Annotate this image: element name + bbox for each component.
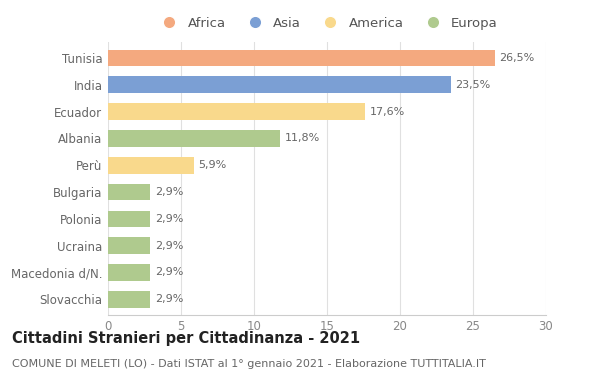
Text: 23,5%: 23,5%	[455, 80, 491, 90]
Text: COMUNE DI MELETI (LO) - Dati ISTAT al 1° gennaio 2021 - Elaborazione TUTTITALIA.: COMUNE DI MELETI (LO) - Dati ISTAT al 1°…	[12, 359, 486, 369]
Text: 17,6%: 17,6%	[370, 106, 404, 117]
Bar	[108, 157, 194, 174]
Text: 2,9%: 2,9%	[155, 241, 183, 251]
Bar	[108, 76, 451, 93]
Text: 2,9%: 2,9%	[155, 214, 183, 224]
Text: 5,9%: 5,9%	[199, 160, 227, 170]
Text: 2,9%: 2,9%	[155, 268, 183, 277]
Bar	[108, 211, 151, 227]
Bar	[108, 49, 495, 66]
Bar	[108, 238, 151, 254]
Text: 2,9%: 2,9%	[155, 187, 183, 197]
Text: Cittadini Stranieri per Cittadinanza - 2021: Cittadini Stranieri per Cittadinanza - 2…	[12, 331, 360, 345]
Bar	[108, 291, 151, 308]
Text: 2,9%: 2,9%	[155, 294, 183, 304]
Text: 11,8%: 11,8%	[284, 133, 320, 143]
Bar	[108, 103, 365, 120]
Bar	[108, 130, 280, 147]
Legend: Africa, Asia, America, Europa: Africa, Asia, America, Europa	[156, 17, 498, 30]
Bar	[108, 264, 151, 281]
Bar	[108, 184, 151, 200]
Text: 26,5%: 26,5%	[499, 53, 535, 63]
